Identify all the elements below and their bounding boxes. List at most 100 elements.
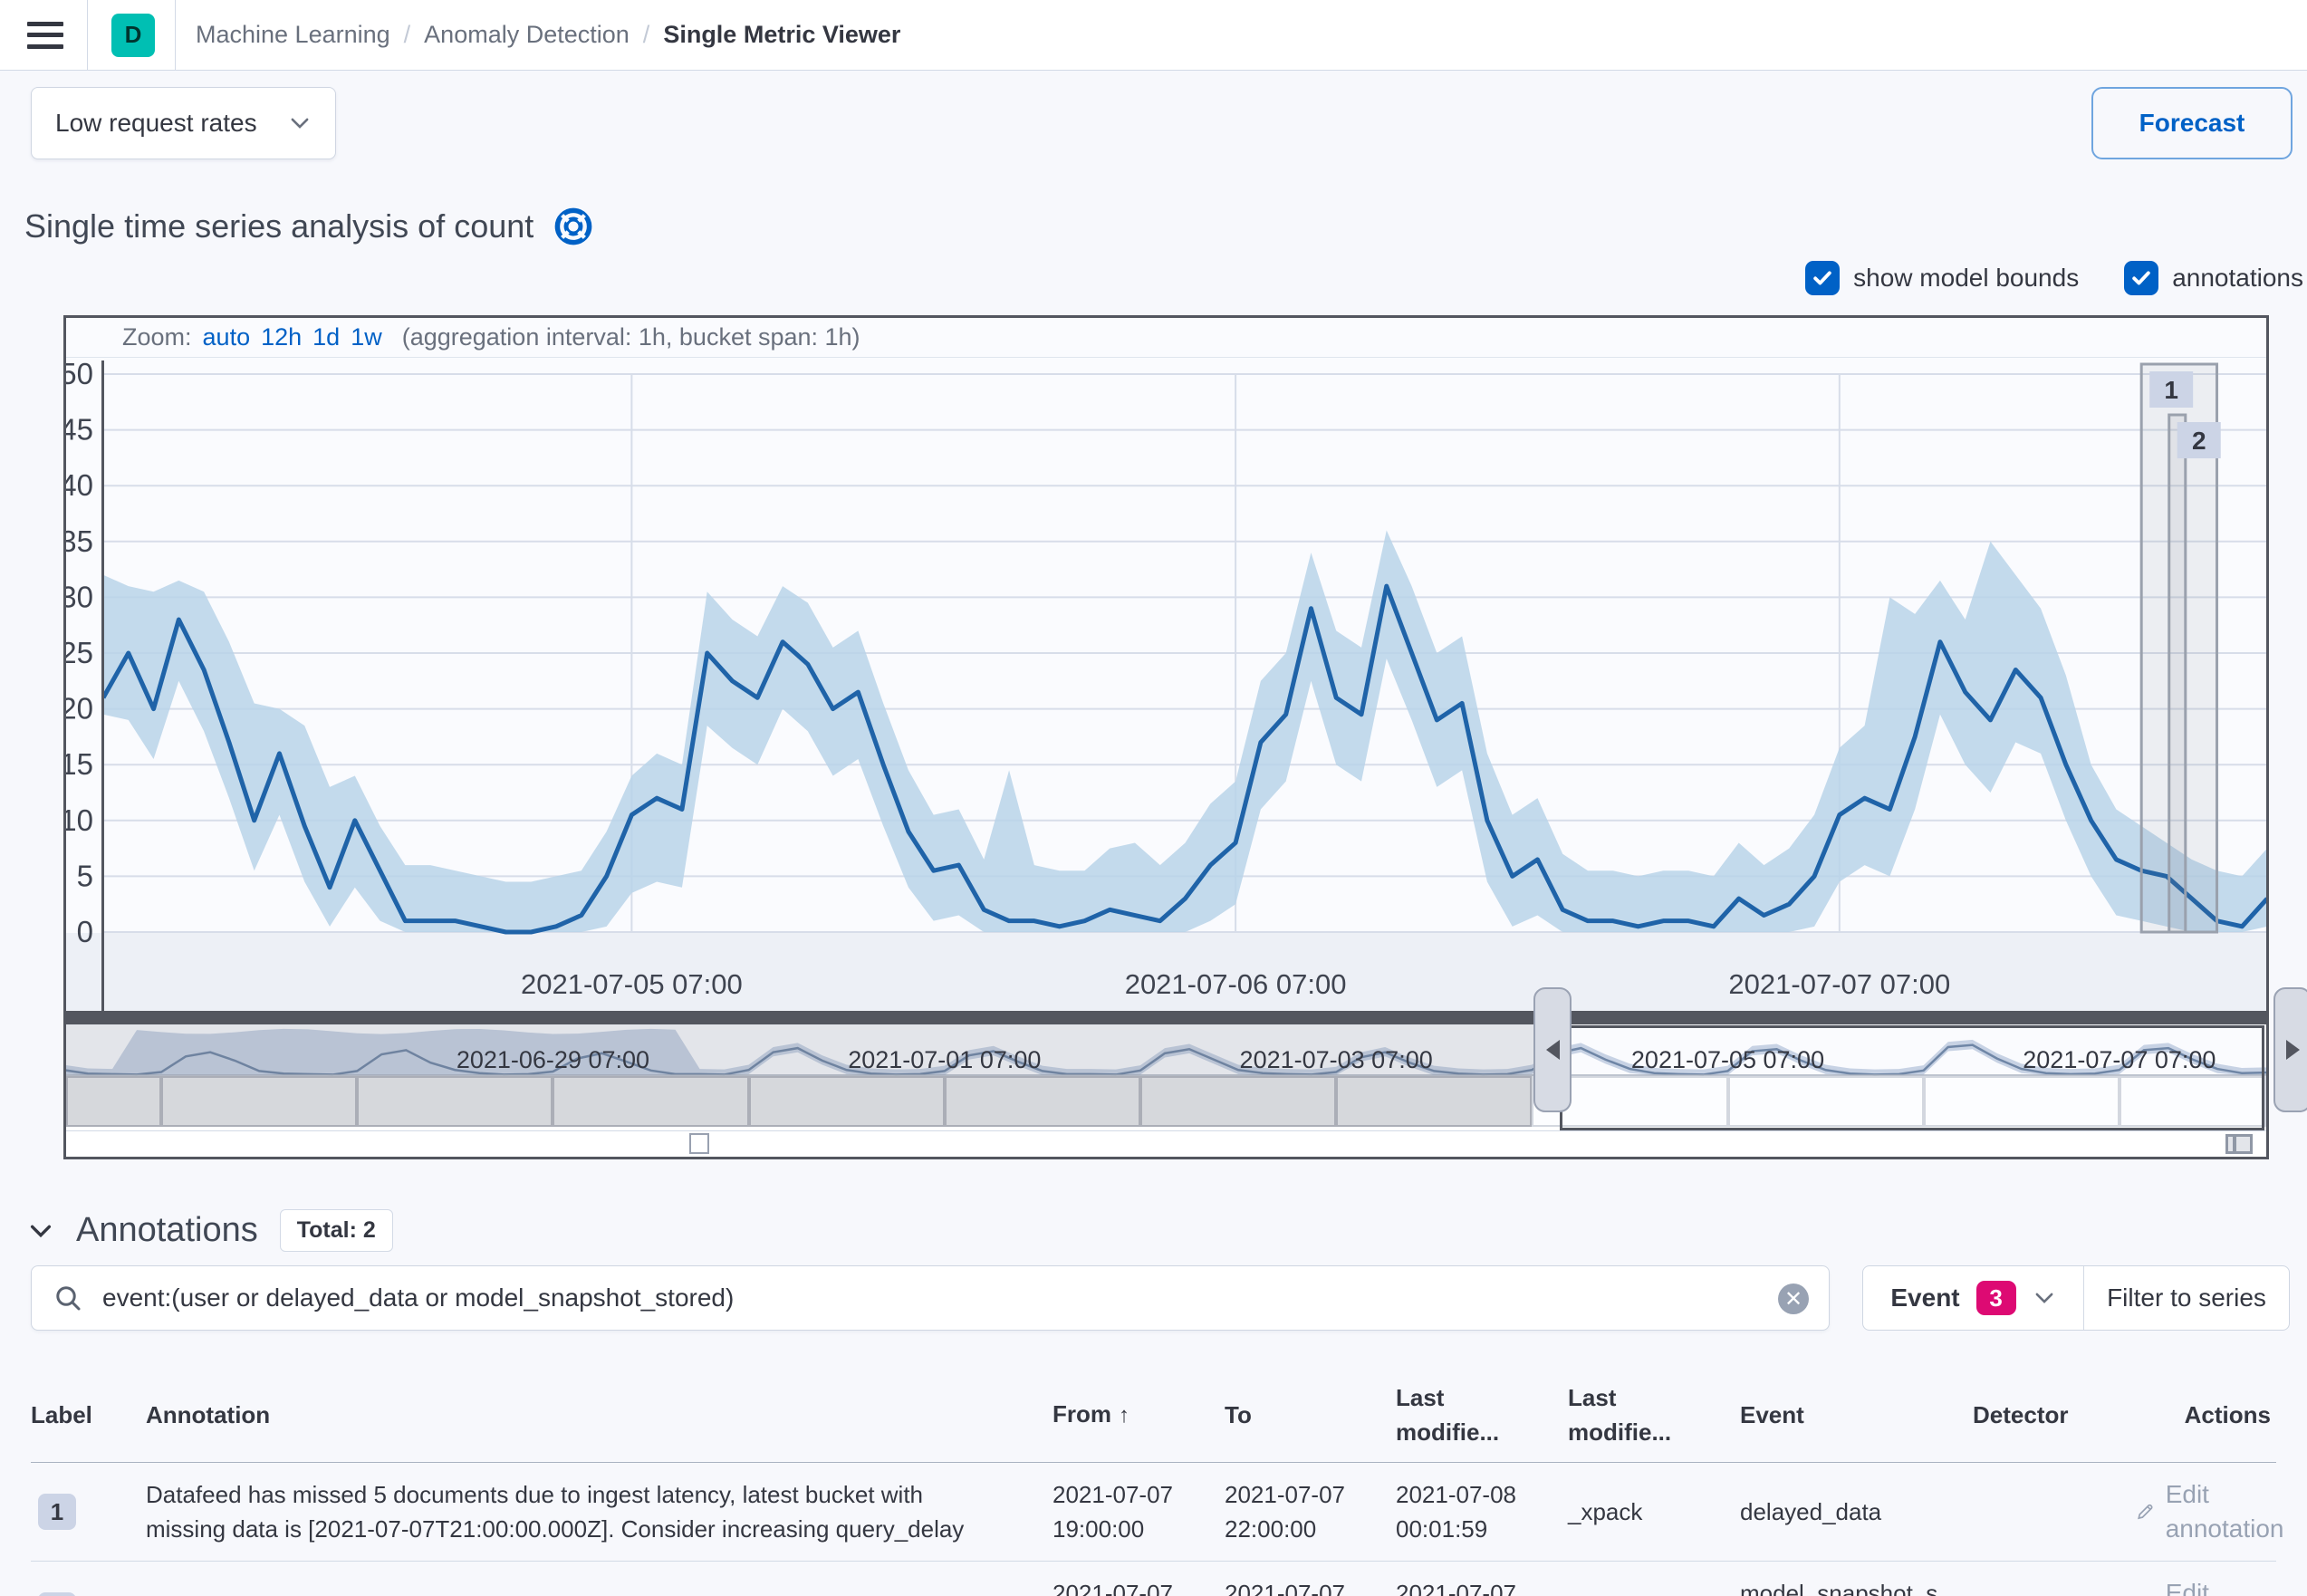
event-filter-label: Event bbox=[1890, 1284, 1960, 1312]
y-axis-tick-label: 20 bbox=[66, 692, 93, 726]
time-series-chart: Zoom: auto 12h 1d 1w (aggregation interval:… bbox=[63, 315, 2307, 1159]
event-cell: delayed_data bbox=[1740, 1498, 1882, 1525]
show-model-bounds-checkbox[interactable]: show model bounds bbox=[1805, 261, 2079, 295]
x-axis-tick-label: 2021-07-05 07:00 bbox=[521, 968, 743, 1000]
swimlane-cell[interactable] bbox=[1923, 1076, 2120, 1127]
search-icon bbox=[56, 1286, 81, 1311]
show-model-bounds-label: show model bounds bbox=[1853, 264, 2080, 292]
zoom-controls: Zoom: auto 12h 1d 1w (aggregation interval:… bbox=[66, 318, 2266, 358]
annotations-section-title: Annotations bbox=[76, 1211, 258, 1249]
from-cell: 2021-07-07 19:00:00 bbox=[1053, 1481, 1173, 1543]
breadcrumb-separator: / bbox=[642, 21, 650, 48]
swimlane-cell[interactable] bbox=[944, 1076, 1140, 1127]
to-cell: 2021-07-07 20:00:00 bbox=[1225, 1580, 1345, 1596]
job-selector-dropdown[interactable]: Low request rates bbox=[31, 87, 336, 159]
edit-annotation-label: Edit annotation bbox=[2165, 1579, 2209, 1596]
swimlane-cell[interactable] bbox=[66, 1076, 162, 1127]
header-divider bbox=[175, 0, 176, 71]
swimlane-cell[interactable] bbox=[357, 1076, 553, 1127]
table-column-header[interactable]: Actions bbox=[2184, 1401, 2271, 1428]
swimlane-cell[interactable] bbox=[2119, 1076, 2266, 1127]
checkbox-checked-icon bbox=[1805, 261, 1841, 295]
app-header: D Machine Learning / Anomaly Detection / Sin… bbox=[0, 0, 2307, 71]
annotation-marker-2[interactable]: 2 bbox=[2168, 413, 2221, 934]
table-column-header[interactable]: To bbox=[1225, 1401, 1252, 1428]
header-divider bbox=[87, 0, 88, 71]
breadcrumb-item[interactable]: Machine Learning bbox=[196, 21, 390, 48]
menu-icon[interactable] bbox=[27, 21, 63, 49]
section-collapse-chevron-icon[interactable] bbox=[27, 1217, 54, 1245]
context-selection-brush[interactable] bbox=[1560, 1025, 2264, 1130]
context-axis-label: 2021-07-05 07:00 bbox=[1631, 1046, 1824, 1073]
pencil-icon bbox=[2138, 1504, 2153, 1520]
table-column-header[interactable]: Last modifie... bbox=[1568, 1384, 1672, 1446]
y-axis-tick-label: 40 bbox=[66, 468, 93, 502]
breadcrumb-item[interactable]: Anomaly Detection bbox=[424, 21, 630, 48]
table-column-header[interactable]: Label bbox=[31, 1401, 92, 1428]
brush-handle-left-icon[interactable] bbox=[1533, 987, 1572, 1112]
filter-to-series-button[interactable]: Filter to series bbox=[2107, 1284, 2266, 1312]
x-axis-tick-label: 2021-07-06 07:00 bbox=[1125, 968, 1347, 1000]
table-column-header[interactable]: Annotation bbox=[146, 1401, 271, 1428]
chart-scroll-strip bbox=[66, 1130, 2266, 1157]
table-column-header[interactable]: Detector bbox=[1973, 1401, 2069, 1428]
clear-search-icon[interactable]: ✕ bbox=[1778, 1284, 1809, 1314]
deployment-badge[interactable]: D bbox=[111, 13, 155, 57]
search-query-text: event:(user or delayed_data or model_sna… bbox=[102, 1284, 735, 1312]
scroll-handle-icon[interactable] bbox=[689, 1133, 709, 1154]
annotation-label-badge: 1 bbox=[38, 1494, 76, 1530]
annotations-search-input[interactable]: event:(user or delayed_data or model_sna… bbox=[31, 1265, 1830, 1331]
table-column-header[interactable]: From ↑ bbox=[1053, 1400, 1129, 1428]
y-axis-tick-label: 5 bbox=[77, 859, 93, 892]
annotations-checkbox[interactable]: annotations bbox=[2124, 261, 2303, 295]
swimlane-cell[interactable] bbox=[161, 1076, 358, 1127]
y-axis-tick-label: 45 bbox=[66, 413, 93, 447]
modified-date-cell: 2021-07-07 23:20:08 bbox=[1396, 1580, 1516, 1596]
swimlane-cell[interactable] bbox=[748, 1076, 945, 1127]
swimlane-cell[interactable] bbox=[553, 1076, 749, 1127]
resize-handle-icon[interactable] bbox=[2225, 1134, 2253, 1154]
zoom-link-12h[interactable]: 12h bbox=[261, 323, 303, 351]
anomaly-swimlane[interactable] bbox=[66, 1076, 2266, 1130]
modified-date-cell: 2021-07-08 00:01:59 bbox=[1396, 1481, 1516, 1543]
event-cell: model_snapshot_stored bbox=[1740, 1580, 1938, 1596]
annotations-total-badge: Total: 2 bbox=[279, 1209, 393, 1252]
table-column-header[interactable]: Event bbox=[1740, 1401, 1804, 1428]
context-axis-label: 2021-07-07 07:00 bbox=[2023, 1046, 2216, 1073]
annotation-marker-1[interactable]: 1 bbox=[2139, 362, 2219, 934]
help-lifering-icon[interactable] bbox=[553, 207, 593, 246]
y-axis-tick-label: 30 bbox=[66, 580, 93, 613]
context-chart-plot[interactable]: 2021-06-29 07:00 2021-07-01 07:00 2021-07-… bbox=[66, 1024, 2266, 1076]
chevron-down-icon bbox=[2035, 1293, 2053, 1303]
zoom-link-1d[interactable]: 1d bbox=[312, 323, 341, 351]
y-axis-tick-label: 15 bbox=[66, 747, 93, 781]
event-filter-count-badge: 3 bbox=[1975, 1281, 2016, 1315]
context-axis-label: 2021-07-01 07:00 bbox=[848, 1046, 1041, 1073]
zoom-prefix: Zoom: bbox=[122, 323, 192, 351]
y-axis-tick-label: 0 bbox=[77, 915, 93, 948]
sort-ascending-icon: ↑ bbox=[1119, 1403, 1129, 1428]
x-axis-tick-label: 2021-07-07 07:00 bbox=[1728, 968, 1950, 1000]
zoom-link-1w[interactable]: 1w bbox=[351, 323, 382, 351]
edit-annotation-button[interactable]: Edit annotation bbox=[2136, 1576, 2296, 1596]
swimlane-cell[interactable] bbox=[1727, 1076, 1924, 1127]
breadcrumb-separator: / bbox=[403, 21, 411, 48]
page-title: Single time series analysis of count bbox=[24, 207, 534, 245]
forecast-button[interactable]: Forecast bbox=[2091, 87, 2293, 159]
svg-text:2: 2 bbox=[2192, 427, 2206, 455]
table-header-row: Label Annotation From ↑ To Last modifie... Las… bbox=[31, 1370, 2276, 1463]
annotation-label-badge: 2 bbox=[38, 1592, 76, 1596]
chart-toggles: show model bounds annotations bbox=[1805, 261, 2303, 295]
aggregation-info: (aggregation interval: 1h, bucket span: … bbox=[401, 323, 860, 351]
swimlane-cell[interactable] bbox=[1139, 1076, 1337, 1127]
event-filter-dropdown[interactable]: Event 3 bbox=[1863, 1266, 2084, 1330]
brush-handle-right-icon[interactable] bbox=[2273, 987, 2307, 1112]
table-column-header[interactable]: Last modifie... bbox=[1396, 1384, 1500, 1446]
breadcrumb: Machine Learning / Anomaly Detection / Singl… bbox=[196, 21, 900, 49]
annotations-filter-group: Event 3 Filter to series bbox=[1862, 1265, 2290, 1331]
zoom-link-auto[interactable]: auto bbox=[202, 323, 251, 351]
edit-annotation-button[interactable]: Edit annotation bbox=[2136, 1477, 2296, 1546]
swimlane-cell[interactable] bbox=[1336, 1076, 1533, 1127]
chevron-down-icon bbox=[291, 118, 309, 129]
